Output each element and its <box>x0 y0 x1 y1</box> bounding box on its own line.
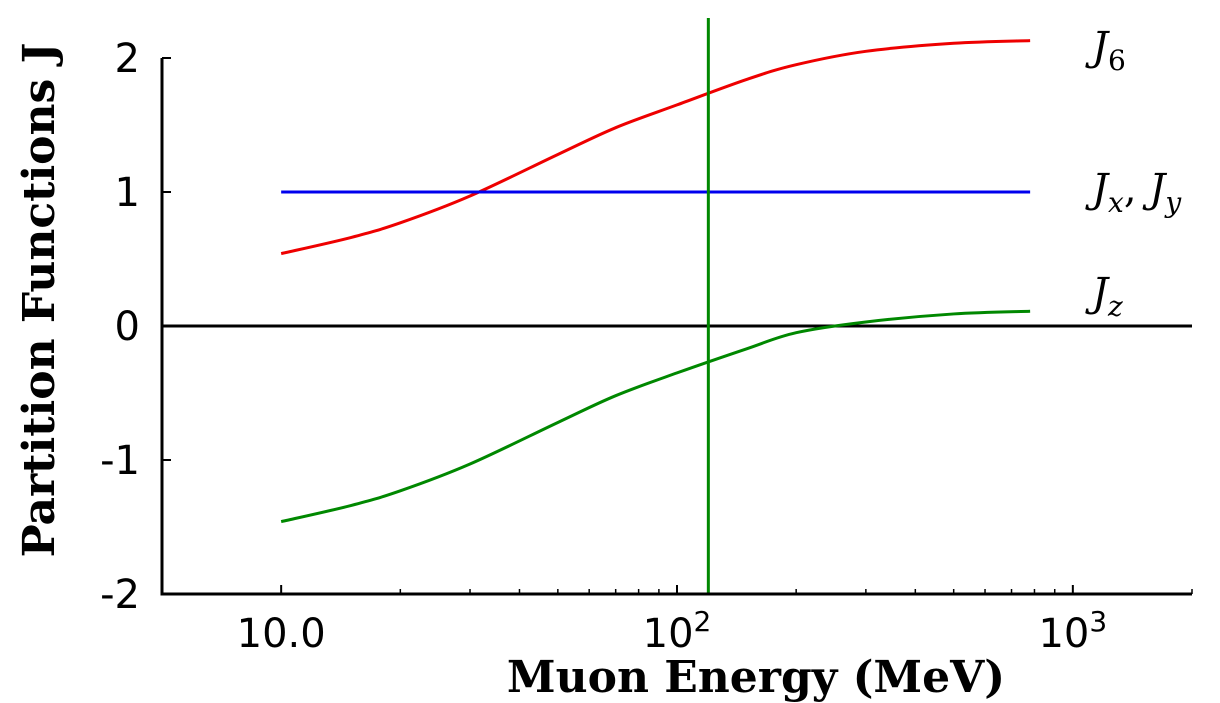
x-tick-label: 102 <box>643 605 712 657</box>
axes <box>160 57 1193 596</box>
series-line-jz <box>280 309 1031 524</box>
series-label-jx-jy: Jx, Jy <box>1085 166 1182 219</box>
series-labels: J6 Jx, Jy Jz <box>1085 24 1182 323</box>
series-line-j6 <box>280 39 1031 256</box>
x-axis-title: Muon Energy (MeV) <box>507 652 1005 703</box>
plot-area <box>162 18 1192 594</box>
y-tick-label: -1 <box>100 438 140 484</box>
y-tick-label: -2 <box>100 572 140 618</box>
y-tick-label: 0 <box>115 304 140 350</box>
series-label-jz: Jz <box>1085 270 1123 323</box>
x-tick-label: 103 <box>1038 605 1107 657</box>
series-label-j6: J6 <box>1085 24 1126 77</box>
y-tick-label: 2 <box>115 36 140 82</box>
tick-labels: 2 1 0 -1 -2 10.0 102 103 <box>100 36 1107 657</box>
y-axis-title: Partition Functions J <box>14 43 65 558</box>
x-tick-label: 10.0 <box>237 611 326 657</box>
y-tick-label: 1 <box>115 170 140 216</box>
